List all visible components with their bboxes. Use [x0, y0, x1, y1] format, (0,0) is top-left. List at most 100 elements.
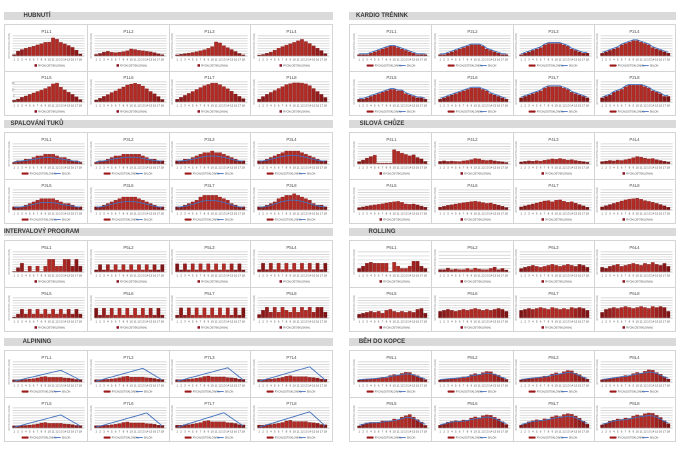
svg-text:6: 6 — [621, 274, 623, 278]
svg-text:10: 10 — [473, 320, 477, 324]
svg-text:RYCHLOST/SKLON(%): RYCHLOST/SKLON(%) — [515, 79, 518, 105]
svg-text:1: 1 — [358, 166, 360, 170]
svg-text:2: 2 — [606, 384, 608, 388]
svg-text:9: 9 — [470, 104, 472, 108]
svg-text:2: 2 — [99, 166, 101, 170]
svg-text:15: 15 — [493, 104, 497, 108]
svg-text:14: 14 — [408, 384, 412, 388]
svg-text:8: 8 — [204, 212, 206, 216]
svg-text:12: 12 — [55, 430, 59, 434]
svg-text:1: 1 — [258, 58, 260, 62]
svg-text:1: 1 — [13, 430, 15, 434]
svg-text:18: 18 — [586, 320, 590, 324]
svg-text:14: 14 — [226, 104, 230, 108]
svg-text:SKLON: SKLON — [569, 390, 578, 393]
svg-text:7: 7 — [463, 58, 465, 62]
svg-text:4: 4 — [270, 58, 272, 62]
svg-text:12: 12 — [55, 58, 59, 62]
svg-text:6: 6 — [459, 104, 461, 108]
svg-text:7: 7 — [463, 104, 465, 108]
svg-text:11: 11 — [396, 104, 399, 108]
svg-text:1: 1 — [13, 274, 15, 278]
svg-text:2: 2 — [99, 104, 101, 108]
svg-text:2: 2 — [262, 58, 264, 62]
svg-text:5: 5 — [455, 320, 457, 324]
svg-text:9: 9 — [552, 166, 554, 170]
svg-text:1: 1 — [602, 274, 604, 278]
svg-text:1: 1 — [177, 384, 179, 388]
svg-text:RYCHLOST/SKLON(%): RYCHLOST/SKLON(%) — [253, 187, 256, 213]
svg-text:6: 6 — [196, 320, 198, 324]
svg-text:8: 8 — [122, 104, 124, 108]
svg-text:SKLON: SKLON — [488, 390, 497, 393]
svg-text:RYCHLOST/SKLON(%): RYCHLOST/SKLON(%) — [545, 173, 572, 176]
svg-text:10: 10 — [293, 166, 297, 170]
svg-text:2: 2 — [99, 430, 101, 434]
svg-text:12: 12 — [644, 104, 648, 108]
svg-text:5: 5 — [455, 58, 457, 62]
svg-text:5: 5 — [111, 104, 113, 108]
svg-text:16: 16 — [578, 384, 582, 388]
svg-text:5: 5 — [29, 166, 31, 170]
svg-text:13: 13 — [648, 58, 652, 62]
svg-text:6: 6 — [540, 274, 542, 278]
svg-text:12: 12 — [219, 166, 223, 170]
svg-text:11: 11 — [297, 430, 300, 434]
svg-text:SKLON: SKLON — [143, 218, 152, 221]
svg-text:7: 7 — [544, 166, 546, 170]
svg-text:2: 2 — [443, 384, 445, 388]
svg-text:13: 13 — [59, 430, 63, 434]
svg-text:RYCHLOST/SKLON(%): RYCHLOST/SKLON(%) — [283, 327, 310, 330]
svg-text:7: 7 — [37, 104, 39, 108]
svg-text:9: 9 — [552, 58, 554, 62]
svg-text:12: 12 — [644, 274, 648, 278]
svg-text:16: 16 — [497, 274, 501, 278]
svg-text:6: 6 — [540, 166, 542, 170]
svg-text:7: 7 — [544, 320, 546, 324]
svg-text:12: 12 — [562, 320, 566, 324]
svg-text:12: 12 — [300, 166, 304, 170]
svg-text:4: 4 — [532, 430, 534, 434]
svg-text:11: 11 — [559, 320, 562, 324]
svg-text:P4L5: P4L5 — [386, 183, 397, 188]
svg-text:9: 9 — [290, 320, 292, 324]
svg-text:17: 17 — [501, 274, 505, 278]
svg-text:16: 16 — [578, 166, 582, 170]
svg-text:18: 18 — [667, 212, 671, 216]
svg-text:9: 9 — [44, 384, 46, 388]
svg-text:1: 1 — [520, 384, 522, 388]
svg-text:2: 2 — [443, 212, 445, 216]
svg-text:4: 4 — [107, 274, 109, 278]
svg-text:10: 10 — [293, 104, 297, 108]
svg-text:1: 1 — [520, 430, 522, 434]
svg-text:17: 17 — [663, 104, 667, 108]
svg-text:15: 15 — [312, 384, 316, 388]
svg-text:P1L8: P1L8 — [286, 75, 297, 80]
svg-text:7: 7 — [463, 320, 465, 324]
svg-text:17: 17 — [320, 166, 324, 170]
svg-text:14: 14 — [226, 320, 230, 324]
svg-text:RYCHLOST/SKLON(%): RYCHLOST/SKLON(%) — [434, 187, 437, 213]
svg-text:7: 7 — [625, 166, 627, 170]
svg-text:2: 2 — [606, 104, 608, 108]
svg-text:8: 8 — [629, 430, 631, 434]
svg-text:15: 15 — [574, 58, 578, 62]
svg-text:4: 4 — [188, 430, 190, 434]
svg-text:SKLON: SKLON — [225, 218, 234, 221]
svg-text:13: 13 — [648, 104, 652, 108]
svg-text:6: 6 — [33, 384, 35, 388]
svg-text:11: 11 — [477, 384, 480, 388]
svg-text:10: 10 — [47, 212, 51, 216]
svg-text:8: 8 — [385, 212, 387, 216]
svg-text:1: 1 — [177, 166, 179, 170]
svg-text:P3L3: P3L3 — [205, 137, 216, 142]
svg-text:1: 1 — [520, 104, 522, 108]
svg-text:8: 8 — [286, 320, 288, 324]
svg-text:17: 17 — [663, 430, 667, 434]
svg-text:16: 16 — [71, 430, 75, 434]
svg-text:6: 6 — [621, 58, 623, 62]
svg-text:8: 8 — [629, 212, 631, 216]
svg-text:4: 4 — [188, 384, 190, 388]
svg-text:17: 17 — [582, 166, 586, 170]
svg-text:SKLON: SKLON — [307, 218, 316, 221]
